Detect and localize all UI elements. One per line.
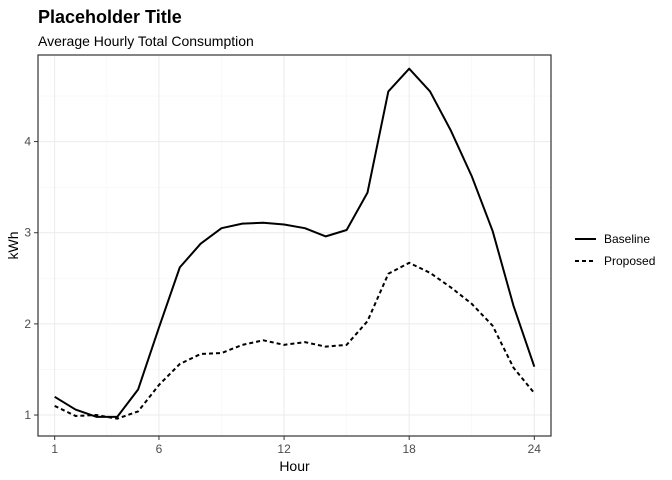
y-axis-title: kWh bbox=[5, 232, 21, 260]
series-lines bbox=[54, 67, 536, 420]
plot-panel bbox=[37, 54, 552, 437]
chart-subtitle: Average Hourly Total Consumption bbox=[38, 33, 254, 49]
x-tick-label: 12 bbox=[277, 442, 291, 456]
y-tick-label: 4 bbox=[24, 135, 31, 149]
chart-title: Placeholder Title bbox=[38, 7, 182, 27]
legend-label-proposed: Proposed bbox=[604, 254, 655, 268]
x-tick-label: 18 bbox=[403, 442, 417, 456]
x-tick-label: 1 bbox=[51, 442, 58, 456]
x-axis-title: Hour bbox=[279, 458, 310, 474]
y-tick-label: 3 bbox=[24, 226, 31, 240]
x-tick-label: 6 bbox=[156, 442, 163, 456]
y-tick-label: 2 bbox=[24, 317, 31, 331]
series-line-proposed bbox=[54, 261, 536, 420]
legend: Baseline Proposed bbox=[575, 232, 655, 268]
grid bbox=[38, 55, 551, 436]
series-line-baseline bbox=[54, 67, 536, 418]
legend-label-baseline: Baseline bbox=[604, 232, 650, 246]
y-tick-label: 1 bbox=[24, 408, 31, 422]
x-tick-label: 24 bbox=[528, 442, 542, 456]
